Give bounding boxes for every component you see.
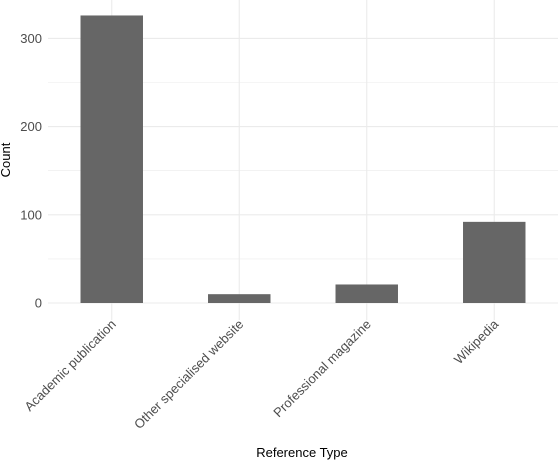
y-axis-tick-labels: 0 100 200 300 — [20, 31, 42, 311]
x-tick-label: Professional magazine — [270, 317, 374, 421]
y-tick-label: 300 — [20, 31, 42, 46]
bar — [463, 221, 526, 303]
bar — [335, 284, 398, 303]
bar — [208, 294, 271, 303]
x-axis-category-labels: Academic publication Other specialised we… — [21, 316, 502, 432]
bars — [80, 15, 526, 304]
x-tick-label: Wikipedia — [451, 316, 502, 367]
y-axis-title: Count — [0, 142, 13, 177]
x-tick-label: Other specialised website — [131, 317, 246, 432]
x-tick-label: Academic publication — [21, 317, 118, 414]
x-axis-title: Reference Type — [256, 445, 348, 460]
bar — [80, 15, 143, 304]
y-tick-label: 0 — [35, 296, 42, 311]
y-tick-label: 100 — [20, 207, 42, 222]
y-tick-label: 200 — [20, 119, 42, 134]
